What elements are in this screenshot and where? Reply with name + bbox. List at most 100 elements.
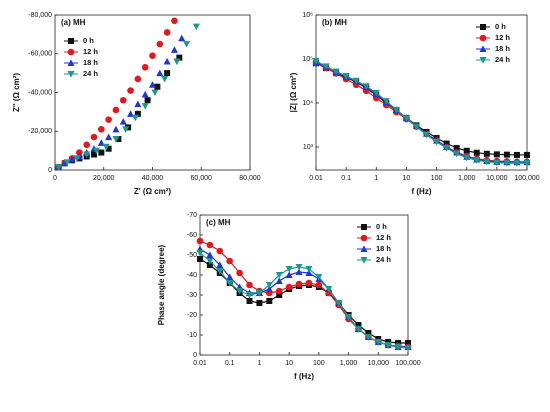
y-tick-label: -70 <box>187 212 197 219</box>
data-point <box>374 339 382 346</box>
x-tick-label: 100,000 <box>514 175 539 182</box>
data-point <box>134 110 141 117</box>
data-point <box>226 257 234 265</box>
data-point <box>315 281 323 289</box>
x-tick-label: 100 <box>431 175 443 182</box>
data-point <box>266 298 273 304</box>
legend-label: 24 h <box>83 69 98 78</box>
data-point <box>161 75 169 83</box>
data-point <box>345 314 353 321</box>
data-point <box>404 345 412 352</box>
data-point <box>144 97 151 104</box>
data-point <box>295 264 303 271</box>
data-point <box>141 103 149 110</box>
x-tick-label: 1,000 <box>458 175 476 182</box>
legend-marker <box>360 257 368 264</box>
y-tick-label: -10 <box>187 332 197 339</box>
data-point <box>197 256 203 262</box>
legend-label: 0 h <box>83 36 94 45</box>
x-tick-label: 1 <box>374 175 378 182</box>
legend-marker <box>361 224 367 230</box>
legend-label: 0 h <box>495 22 506 31</box>
data-point <box>226 280 234 287</box>
data-point <box>196 250 204 257</box>
data-point <box>405 340 411 346</box>
data-point <box>473 157 481 164</box>
data-point <box>503 151 510 158</box>
legend-label: 0 h <box>376 222 387 231</box>
legend-label: 18 h <box>376 244 391 253</box>
legend-marker <box>67 48 75 56</box>
data-point <box>216 247 224 255</box>
plot-frame <box>199 214 409 356</box>
x-tick-label: 100,000 <box>395 360 420 367</box>
data-point <box>122 126 130 133</box>
series-line <box>315 62 527 156</box>
data-point <box>392 106 400 114</box>
data-point <box>226 273 234 280</box>
x-tick-label: 0.1 <box>225 360 235 367</box>
data-point <box>305 269 313 276</box>
series-line <box>315 60 527 164</box>
data-point <box>335 300 343 307</box>
data-point <box>178 34 186 42</box>
data-point <box>115 136 122 142</box>
data-point <box>149 81 156 88</box>
data-point <box>102 143 110 151</box>
data-point <box>355 322 362 328</box>
data-point <box>246 292 254 299</box>
data-point <box>68 155 76 163</box>
y-axis-label: Z'' (Ω cm²) <box>12 73 21 112</box>
x-tick-label: 10 <box>285 360 293 367</box>
series-line <box>199 252 409 349</box>
data-point <box>423 131 431 139</box>
data-point <box>73 155 81 162</box>
data-point <box>55 164 63 171</box>
data-point <box>342 73 350 80</box>
data-point <box>119 117 127 125</box>
data-point <box>295 280 303 288</box>
data-point <box>163 29 171 36</box>
data-point <box>453 150 461 158</box>
data-point <box>453 144 460 151</box>
legend-marker <box>480 24 486 30</box>
legend-label: 12 h <box>83 47 98 56</box>
data-point <box>372 89 380 97</box>
y-tick-label: 10⁴ <box>302 100 313 107</box>
data-point <box>216 261 224 268</box>
panel-title: (b) MH <box>322 18 347 27</box>
data-point <box>513 151 520 158</box>
data-point <box>236 288 244 295</box>
data-point <box>513 160 521 167</box>
y-tick-label: 10⁶ <box>302 12 313 19</box>
data-point <box>151 89 159 97</box>
data-point <box>154 83 161 90</box>
data-point <box>164 70 171 77</box>
legend-label: 18 h <box>83 58 98 67</box>
data-point <box>149 52 156 59</box>
legend-marker <box>479 57 487 64</box>
data-point <box>206 241 214 249</box>
x-tick-label: 1,000 <box>340 360 358 367</box>
data-point <box>275 272 283 279</box>
data-point <box>163 57 171 65</box>
data-point <box>523 160 531 167</box>
data-point <box>503 160 511 167</box>
data-point <box>105 133 113 141</box>
data-point <box>384 342 392 349</box>
data-point <box>312 58 320 65</box>
x-axis-label: f (Hz) <box>294 372 314 381</box>
x-tick-label: 10 <box>403 175 411 182</box>
y-tick-label: -20 <box>187 312 197 319</box>
x-tick-label: 0.1 <box>341 175 351 182</box>
y-axis-label: |Z| (Ω cm²) <box>289 72 298 112</box>
x-tick-label: 10,000 <box>368 360 390 367</box>
legend-marker <box>67 71 75 78</box>
data-point <box>98 149 105 156</box>
data-point <box>236 269 243 277</box>
y-tick-label: 10⁵ <box>302 56 313 63</box>
data-point <box>176 54 183 61</box>
data-point <box>206 262 213 268</box>
data-point <box>141 90 149 98</box>
